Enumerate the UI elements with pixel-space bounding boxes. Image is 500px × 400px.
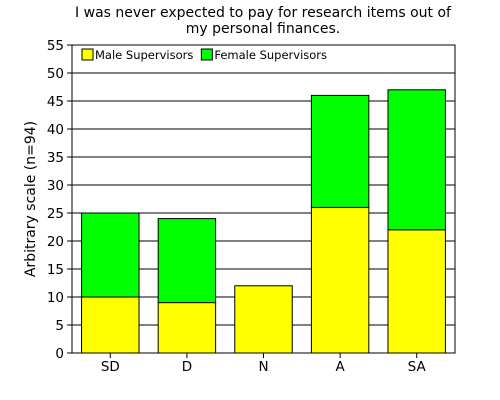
bar-male-n (234, 285, 293, 354)
y-tick-label: 45 (47, 94, 64, 110)
x-tick-label: SD (101, 359, 120, 375)
x-axis-ticks: SD D N A SA (101, 353, 427, 375)
y-tick-label: 25 (47, 206, 64, 222)
y-tick-label: 30 (47, 178, 64, 194)
legend-label-male: Male Supervisors (95, 48, 193, 62)
y-tick-label: 35 (47, 150, 64, 166)
y-tick-label: 40 (47, 122, 64, 138)
chart-title: I was never expected to pay for research… (75, 5, 452, 37)
y-tick-label: 0 (55, 346, 64, 362)
chart-title-line-2: my personal finances. (186, 21, 340, 37)
legend-swatch-female (200, 48, 213, 61)
legend-label-female: Female Supervisors (214, 48, 327, 62)
y-axis-ticks: 0 5 10 15 20 25 30 35 40 45 50 55 (47, 38, 72, 362)
bar-male-sa (387, 229, 446, 354)
y-tick-label: 5 (55, 318, 64, 334)
y-tick-label: 55 (47, 38, 64, 54)
x-tick-label: A (335, 359, 345, 375)
y-tick-label: 15 (47, 262, 64, 278)
bar-male-a (310, 206, 370, 354)
y-tick-label: 20 (47, 234, 64, 250)
legend: Male Supervisors Female Supervisors (81, 48, 327, 62)
legend-swatch-male (81, 48, 94, 61)
y-tick-label: 50 (47, 66, 64, 82)
y-axis-label: Arbitrary scale (n=94) (23, 121, 39, 277)
x-tick-label: N (258, 359, 268, 375)
bar-female-sa (387, 89, 446, 231)
chart-title-line-1: I was never expected to pay for research… (75, 5, 452, 21)
bar-female-a (310, 94, 370, 208)
bar-male-d (157, 302, 217, 354)
y-tick-label: 10 (47, 290, 64, 306)
bar-female-sd (81, 212, 140, 298)
x-tick-label: D (182, 359, 192, 375)
bar-male-sd (81, 296, 140, 354)
x-tick-label: SA (408, 359, 427, 375)
bar-female-d (157, 218, 217, 304)
